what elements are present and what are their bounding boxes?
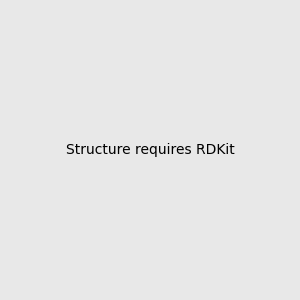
Text: Structure requires RDKit: Structure requires RDKit	[66, 143, 234, 157]
